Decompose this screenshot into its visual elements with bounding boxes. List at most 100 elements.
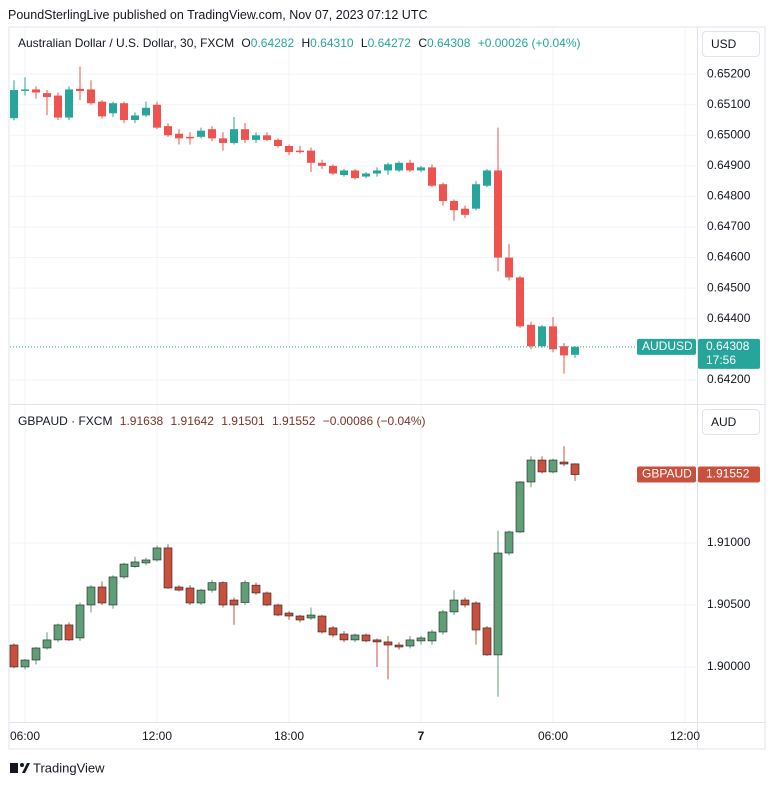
candle-body (163, 547, 173, 589)
price-tag-value: 0.64308 (706, 339, 750, 353)
candle-body (537, 459, 547, 473)
candle-body (460, 599, 470, 606)
candle-body (65, 89, 73, 118)
candle-body (219, 138, 227, 143)
currency-button[interactable]: USD (702, 31, 760, 57)
symbol-tag-label: GBPAUD (642, 467, 692, 481)
candle-body (229, 599, 239, 606)
y-tick-label: 0.65000 (707, 127, 751, 141)
candle-body (427, 631, 437, 642)
candle-body (339, 633, 349, 641)
candle-body (428, 167, 436, 186)
candle-body (119, 563, 129, 578)
candle-body (405, 639, 415, 647)
candle-body (350, 634, 360, 641)
candle-body (416, 637, 426, 642)
tv-logo (10, 763, 30, 773)
candle-body (54, 95, 62, 118)
candle-body (31, 647, 41, 661)
legend-top: Australian Dollar / U.S. Dollar, 30, FXC… (18, 36, 584, 50)
candle-body (362, 173, 370, 177)
candle-body (240, 582, 250, 603)
symbol-tag (637, 466, 696, 483)
candle-body (306, 614, 316, 619)
brand: TradingView (33, 760, 105, 775)
symbol-tag-label: AUDUSD (642, 339, 693, 353)
candle-body (9, 644, 19, 668)
candle-body (174, 586, 184, 591)
candle-body (493, 552, 503, 656)
candle-body (560, 346, 568, 356)
legend-label: O (241, 36, 251, 50)
legend-change: −0.00086 (−0.04%) (322, 414, 426, 428)
y-tick-label: 0.64900 (707, 158, 751, 172)
candle-body (152, 547, 162, 561)
candle-body (483, 170, 491, 186)
candle-body (21, 89, 29, 91)
candle-body (505, 257, 513, 278)
candle-body (317, 615, 327, 633)
price-tag (698, 338, 760, 369)
candle-body (207, 582, 217, 591)
candle-body (471, 602, 481, 631)
candle-body (395, 162, 403, 171)
legend-label: H (301, 36, 311, 50)
legend-title: Australian Dollar / U.S. Dollar, 30, FXC… (18, 36, 235, 50)
candle-body (527, 324, 535, 347)
candle-body (406, 162, 414, 171)
y-tick-label: 0.65100 (707, 97, 751, 111)
y-tick-label: 0.64700 (707, 219, 751, 233)
candle-body (274, 139, 282, 146)
candle-body (64, 624, 74, 641)
x-tick-label: 06:00 (10, 729, 40, 743)
candle-body (186, 136, 194, 139)
candle-body (263, 135, 271, 140)
candle-body (42, 639, 52, 649)
candle-body (75, 604, 85, 639)
y-tick-label: 1.90000 (707, 659, 751, 673)
candle-body (53, 624, 63, 641)
candle-body (296, 150, 304, 153)
candle-body (251, 584, 261, 594)
candle-body (43, 93, 51, 98)
candle-body (10, 90, 18, 119)
candle-body (438, 611, 448, 633)
candle-body (98, 101, 106, 117)
legend-value: 1.91638 (119, 414, 164, 428)
currency-button[interactable]: AUD (702, 409, 760, 435)
candle-body (284, 612, 294, 617)
candle-body (32, 89, 40, 93)
legend-value: 0.64282 (250, 36, 295, 50)
candle-body (373, 170, 381, 174)
candle-body (570, 463, 580, 475)
y-tick-label: 0.65200 (707, 66, 751, 80)
candle-body (285, 145, 293, 153)
symbol-tag (637, 338, 696, 355)
candle-body (76, 88, 84, 91)
candle-body (273, 604, 283, 616)
candle-body (449, 599, 459, 613)
candle-body (461, 208, 469, 215)
candle-body (329, 165, 337, 174)
price-tag-value: 1.91552 (706, 467, 750, 481)
legend-value: 1.91552 (272, 414, 316, 428)
candle-body (318, 162, 326, 166)
candle-body (504, 531, 514, 554)
y-tick-label: 0.64800 (707, 189, 751, 203)
y-tick-label: 1.90500 (707, 597, 751, 611)
x-tick-label: 7 (418, 729, 425, 743)
candle-body (439, 184, 447, 202)
candle-body (548, 459, 558, 473)
candle-body (120, 103, 128, 121)
legend-value: 0.64310 (310, 36, 354, 50)
candle-body (482, 627, 492, 656)
candle-body (384, 164, 392, 171)
price-tag (698, 466, 760, 483)
legend-title: GBPAUD · FXCM (18, 414, 113, 428)
candle-body (86, 586, 96, 606)
candle-body (230, 129, 238, 143)
candle-body (197, 130, 205, 137)
y-tick-label: 0.64200 (707, 372, 751, 386)
